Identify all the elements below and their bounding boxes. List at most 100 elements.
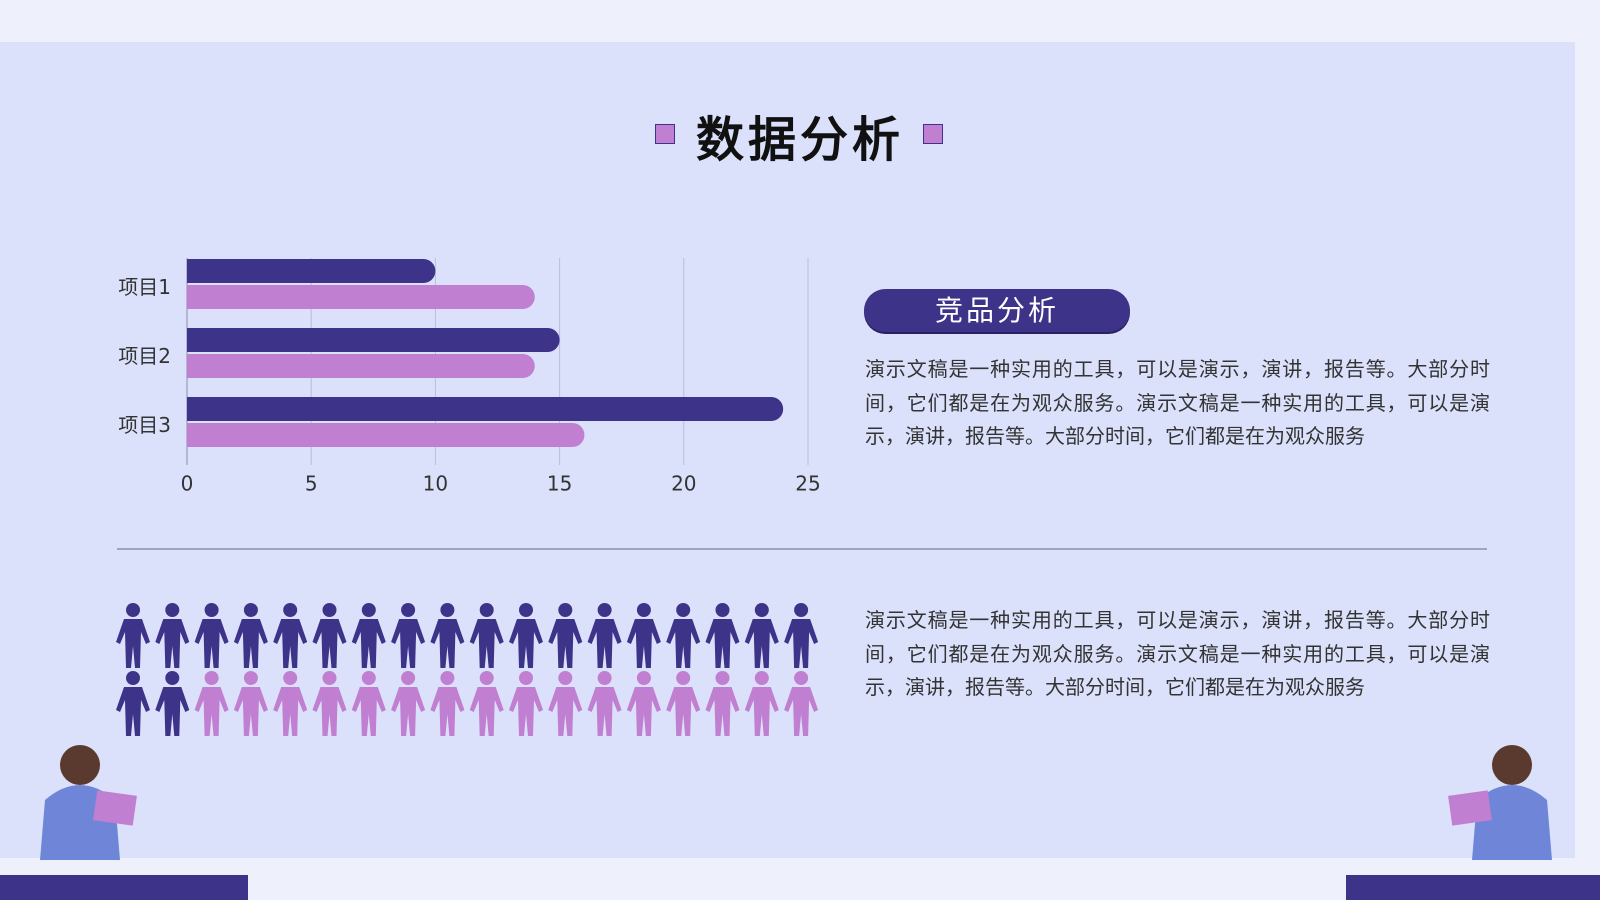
x-tick-label: 10 bbox=[423, 472, 448, 496]
person-head bbox=[361, 603, 376, 617]
person-head bbox=[636, 603, 651, 617]
person-head bbox=[715, 671, 730, 685]
y-tick-label: 项目2 bbox=[118, 344, 171, 368]
person-body bbox=[194, 687, 229, 736]
y-tick-label: 项目3 bbox=[118, 413, 171, 437]
person-head bbox=[283, 671, 298, 685]
person-body bbox=[430, 687, 465, 736]
person-body bbox=[391, 619, 426, 668]
person-head bbox=[558, 671, 573, 685]
person-head bbox=[440, 671, 455, 685]
x-tick-label: 25 bbox=[795, 472, 820, 496]
bar bbox=[187, 259, 436, 283]
person-head bbox=[283, 603, 298, 617]
person-head bbox=[636, 671, 651, 685]
person-body bbox=[509, 687, 543, 736]
person-head bbox=[558, 603, 573, 617]
title: 数据分析 bbox=[695, 112, 904, 168]
person-body bbox=[744, 619, 779, 668]
person-head bbox=[401, 671, 416, 685]
person-body bbox=[469, 687, 504, 736]
person-body bbox=[626, 687, 661, 736]
panel bbox=[0, 42, 1575, 858]
person-head bbox=[243, 671, 258, 685]
person-head bbox=[754, 671, 769, 685]
paragraph: 演示文稿是一种实用的工具，可以是演示，演讲，报告等。大部分时间，它们都是在为观众… bbox=[865, 357, 1490, 448]
person-body bbox=[784, 687, 819, 736]
person-body bbox=[430, 619, 465, 668]
person-body bbox=[666, 687, 701, 736]
person-body bbox=[705, 687, 740, 736]
person-body bbox=[784, 619, 819, 668]
person-head bbox=[165, 603, 180, 617]
person-head bbox=[126, 671, 140, 685]
person-head bbox=[440, 603, 455, 617]
person-body bbox=[705, 619, 740, 668]
person-body bbox=[744, 687, 779, 736]
x-tick-label: 15 bbox=[547, 472, 572, 496]
person-head bbox=[794, 671, 809, 685]
person-head bbox=[597, 603, 612, 617]
figure-right bbox=[1448, 745, 1552, 860]
title-square bbox=[655, 124, 675, 144]
paragraph: 演示文稿是一种实用的工具，可以是演示，演讲，报告等。大部分时间，它们都是在为观众… bbox=[865, 608, 1490, 699]
person-body bbox=[509, 619, 543, 668]
person-head bbox=[479, 603, 494, 617]
person-body bbox=[273, 619, 308, 668]
person-head bbox=[322, 671, 337, 685]
person-head bbox=[401, 603, 416, 617]
person-head bbox=[754, 603, 769, 617]
person-body bbox=[155, 619, 190, 668]
person-body bbox=[548, 619, 583, 668]
person-head bbox=[676, 671, 691, 685]
person-body bbox=[233, 687, 268, 736]
person-head bbox=[204, 671, 219, 685]
person-head bbox=[519, 671, 533, 685]
person-head bbox=[597, 671, 612, 685]
bar bbox=[187, 354, 535, 378]
person-body bbox=[587, 687, 622, 736]
person-head bbox=[676, 603, 691, 617]
person-body bbox=[587, 619, 622, 668]
person-head bbox=[165, 671, 180, 685]
person-head bbox=[126, 603, 140, 617]
person-body bbox=[273, 687, 308, 736]
person-body bbox=[312, 619, 347, 668]
person-head bbox=[519, 603, 533, 617]
bar bbox=[187, 328, 560, 352]
person-body bbox=[312, 687, 347, 736]
person-body bbox=[391, 687, 426, 736]
person-head bbox=[243, 603, 258, 617]
footer-bar bbox=[0, 875, 248, 900]
person-body bbox=[351, 619, 386, 668]
person-head bbox=[204, 603, 219, 617]
person-body bbox=[116, 619, 150, 668]
person-body bbox=[351, 687, 386, 736]
person-head bbox=[361, 671, 376, 685]
y-tick-label: 项目1 bbox=[118, 275, 171, 299]
badge: 竞品分析 bbox=[864, 289, 1130, 332]
person-body bbox=[194, 619, 229, 668]
person-head bbox=[322, 603, 337, 617]
bar bbox=[187, 397, 784, 422]
x-tick-label: 5 bbox=[305, 472, 318, 496]
bar bbox=[187, 285, 535, 309]
person-body bbox=[469, 619, 504, 668]
person-body bbox=[626, 619, 661, 668]
x-tick-label: 20 bbox=[671, 472, 696, 496]
title-square bbox=[923, 124, 943, 144]
person-body bbox=[666, 619, 701, 668]
person-body bbox=[116, 687, 150, 736]
pictograph bbox=[116, 603, 819, 736]
person-body bbox=[233, 619, 268, 668]
footer-bar bbox=[1346, 875, 1600, 900]
person-head bbox=[715, 603, 730, 617]
figure-left bbox=[40, 745, 137, 860]
person-body bbox=[548, 687, 583, 736]
person-head bbox=[794, 603, 809, 617]
bar bbox=[187, 423, 585, 447]
x-tick-label: 0 bbox=[181, 472, 194, 496]
person-body bbox=[155, 687, 190, 736]
